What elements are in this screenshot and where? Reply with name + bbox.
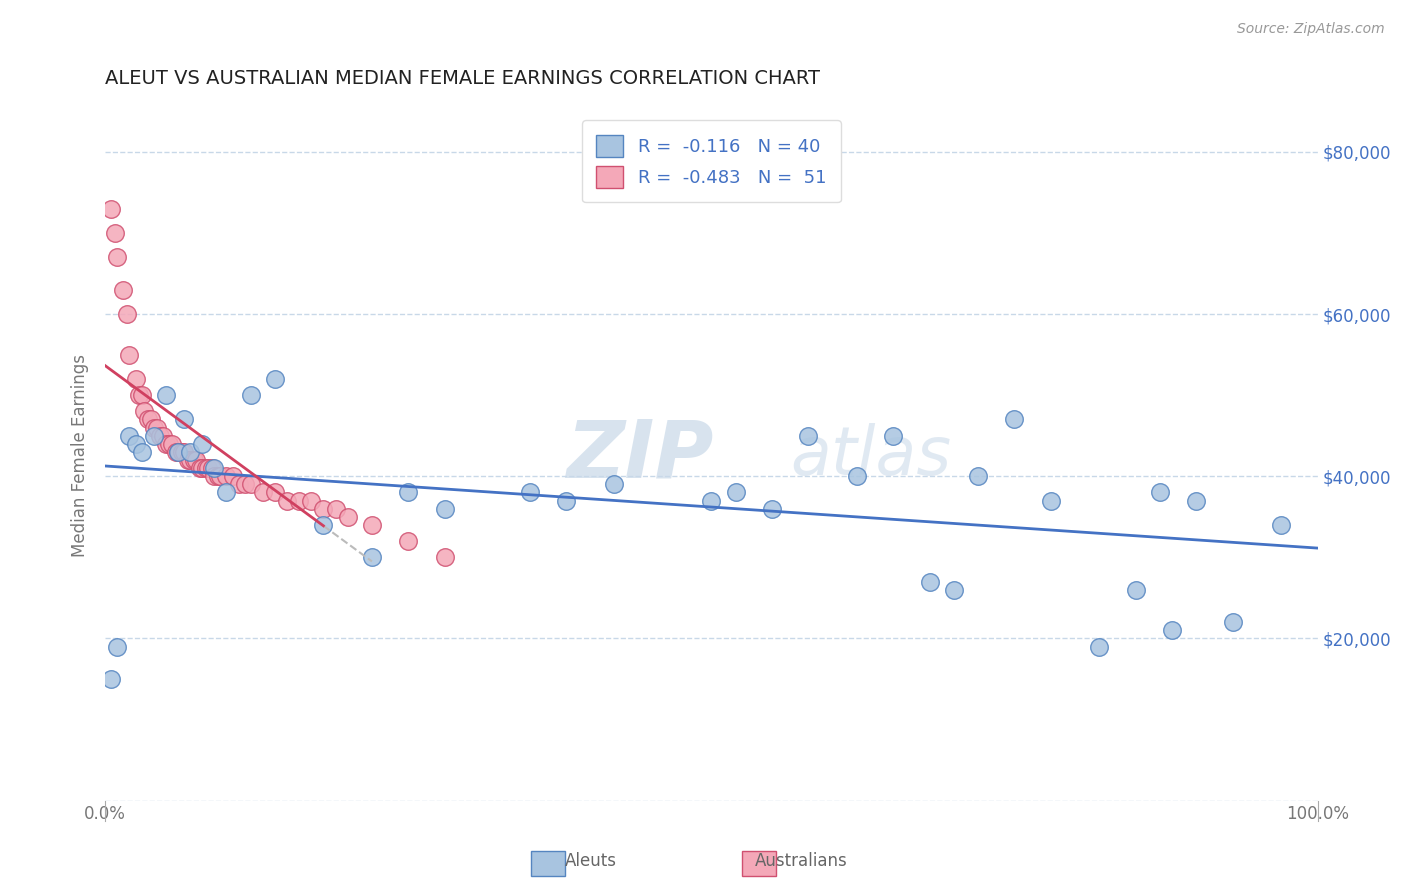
Point — [100, 202, 122, 216]
Point — [152, 428, 174, 442]
Point — [159, 437, 181, 451]
Point — [325, 501, 347, 516]
Point — [183, 453, 205, 467]
Point — [184, 453, 207, 467]
Point — [124, 437, 146, 451]
Point — [105, 640, 128, 654]
Point — [202, 469, 225, 483]
Point — [700, 493, 723, 508]
Point — [554, 493, 576, 508]
Point — [1004, 412, 1026, 426]
Point — [724, 485, 747, 500]
Point — [179, 453, 201, 467]
Point — [361, 517, 384, 532]
Point — [918, 574, 941, 589]
Point — [276, 493, 298, 508]
Point — [179, 445, 201, 459]
Point — [118, 348, 141, 362]
Point — [288, 493, 311, 508]
Point — [173, 412, 195, 426]
Point — [433, 501, 456, 516]
Point — [239, 477, 262, 491]
Point — [131, 445, 153, 459]
Point — [100, 672, 122, 686]
Point — [396, 534, 419, 549]
Point — [165, 445, 187, 459]
Point — [1125, 582, 1147, 597]
Point — [1222, 615, 1244, 630]
Text: ALEUT VS AUSTRALIAN MEDIAN FEMALE EARNINGS CORRELATION CHART: ALEUT VS AUSTRALIAN MEDIAN FEMALE EARNIN… — [105, 69, 820, 87]
Point — [146, 420, 169, 434]
Point — [1039, 493, 1062, 508]
Point — [396, 485, 419, 500]
Point — [239, 388, 262, 402]
Point — [264, 485, 287, 500]
Point — [882, 428, 904, 442]
Point — [136, 412, 159, 426]
Point — [845, 469, 868, 483]
Point — [118, 428, 141, 442]
Point — [202, 461, 225, 475]
Point — [264, 372, 287, 386]
Point — [160, 437, 183, 451]
Point — [207, 469, 229, 483]
Point — [132, 404, 155, 418]
Point — [188, 461, 211, 475]
Point — [336, 509, 359, 524]
Point — [112, 283, 135, 297]
Point — [312, 501, 335, 516]
Point — [1185, 493, 1208, 508]
Point — [191, 437, 214, 451]
Point — [1161, 624, 1184, 638]
Text: Australians: Australians — [755, 852, 848, 870]
Text: atlas: atlas — [790, 423, 952, 489]
Point — [149, 428, 172, 442]
Text: ZIP: ZIP — [565, 417, 713, 495]
Point — [173, 445, 195, 459]
Point — [209, 469, 232, 483]
Point — [942, 582, 965, 597]
Point — [797, 428, 820, 442]
Point — [197, 461, 219, 475]
Point — [967, 469, 990, 483]
Point — [194, 461, 217, 475]
Point — [128, 388, 150, 402]
Point — [1149, 485, 1171, 500]
Point — [761, 501, 783, 516]
Point — [115, 307, 138, 321]
Point — [299, 493, 322, 508]
Point — [167, 445, 190, 459]
Point — [141, 412, 163, 426]
Text: Aleuts: Aleuts — [565, 852, 616, 870]
Point — [1088, 640, 1111, 654]
Point — [170, 445, 193, 459]
Point — [215, 485, 238, 500]
Point — [252, 485, 274, 500]
Point — [131, 388, 153, 402]
Point — [105, 250, 128, 264]
Y-axis label: Median Female Earnings: Median Female Earnings — [72, 354, 89, 558]
Point — [155, 437, 177, 451]
Point — [155, 388, 177, 402]
Point — [142, 428, 165, 442]
Point — [312, 517, 335, 532]
Point — [201, 461, 224, 475]
Text: Source: ZipAtlas.com: Source: ZipAtlas.com — [1237, 22, 1385, 37]
Point — [603, 477, 626, 491]
Point — [191, 461, 214, 475]
Point — [215, 469, 238, 483]
Legend: R =  -0.116   N = 40, R =  -0.483   N =  51: R = -0.116 N = 40, R = -0.483 N = 51 — [582, 120, 841, 202]
Point — [233, 477, 256, 491]
Point — [1270, 517, 1292, 532]
Point — [176, 453, 198, 467]
Point — [433, 550, 456, 565]
Point — [221, 469, 243, 483]
Point — [104, 226, 127, 240]
Point — [167, 445, 190, 459]
Point — [361, 550, 384, 565]
Point — [124, 372, 146, 386]
Point — [519, 485, 541, 500]
Point — [228, 477, 250, 491]
Point — [142, 420, 165, 434]
